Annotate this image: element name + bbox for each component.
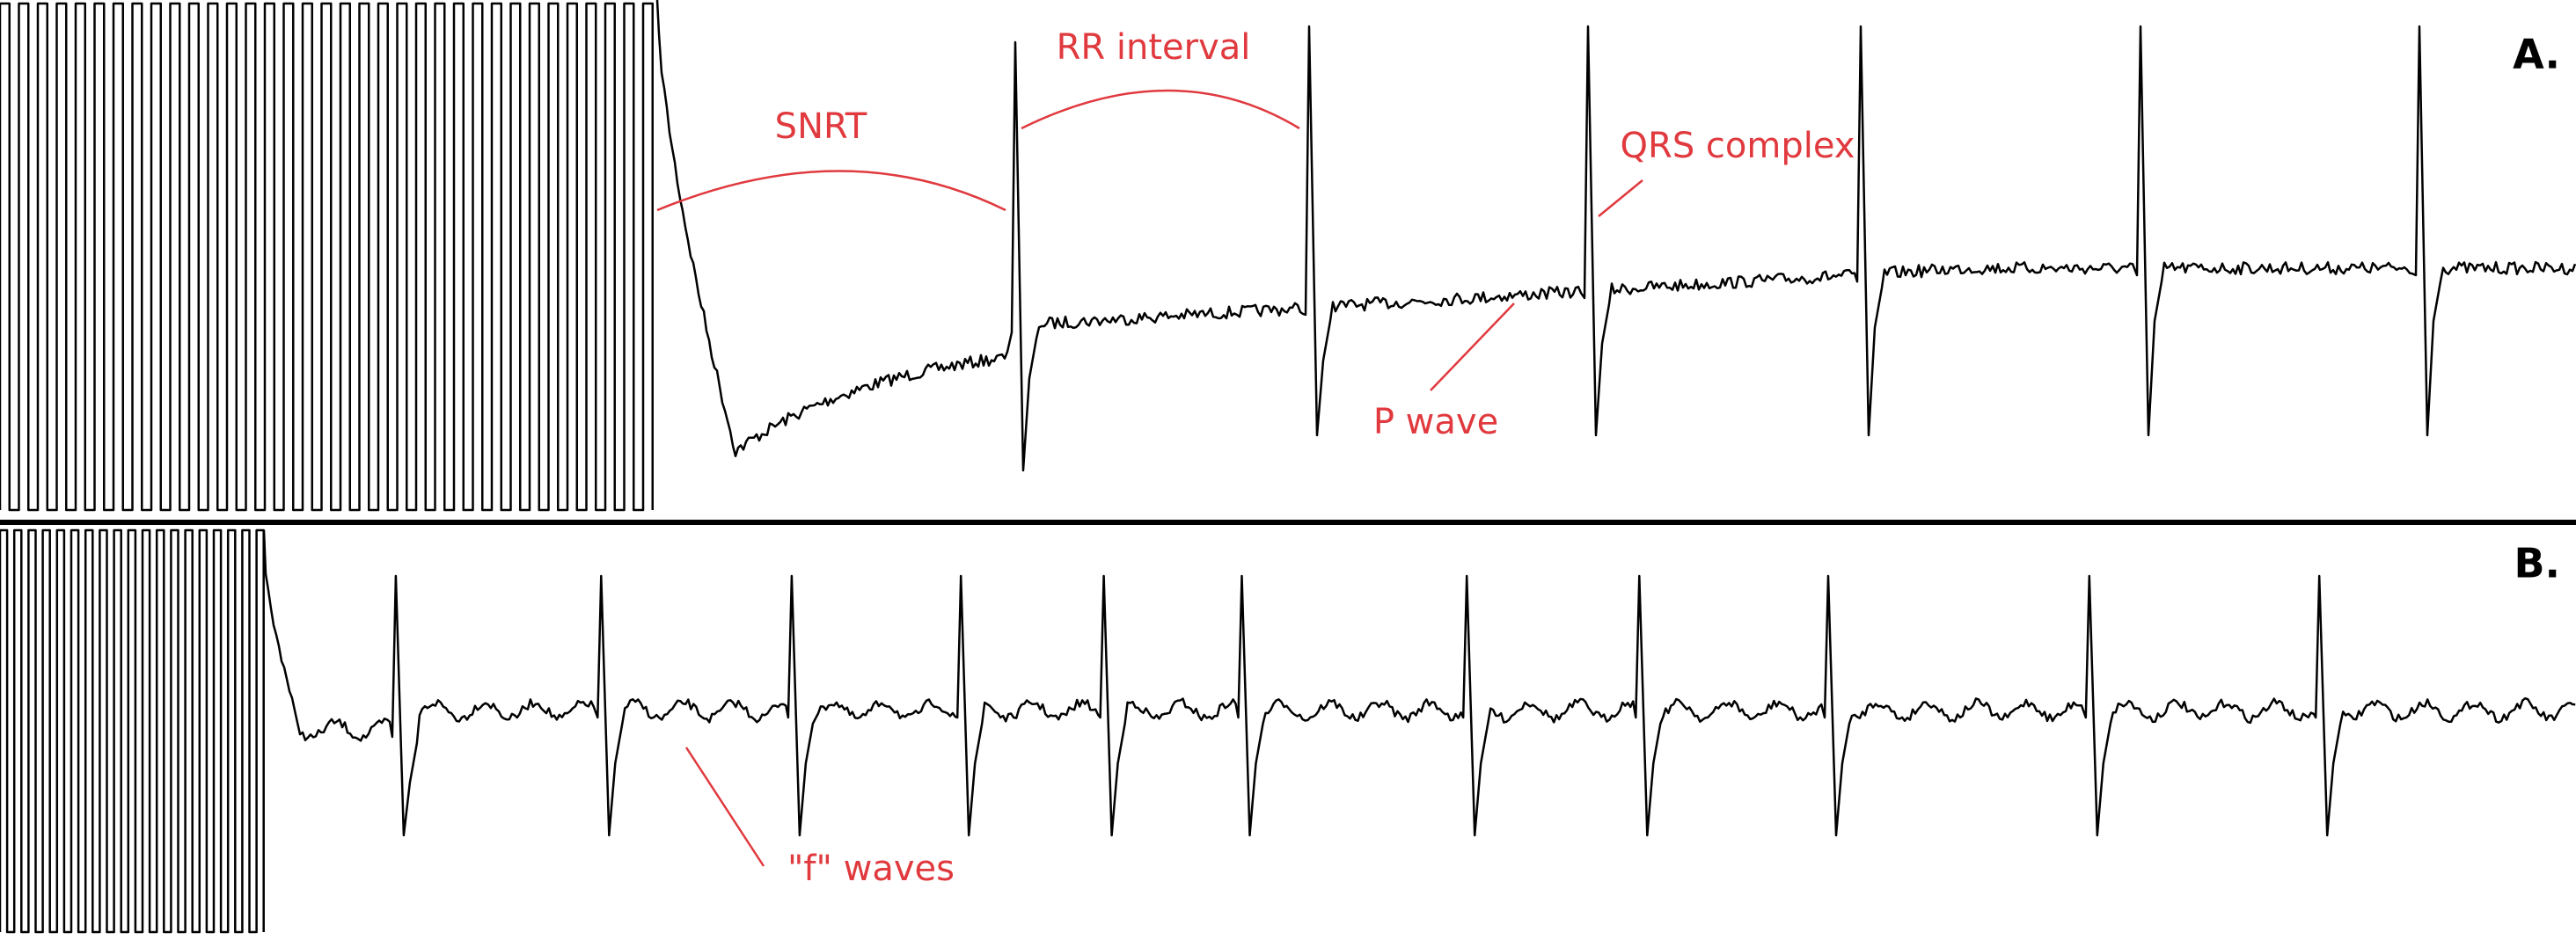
panel-label: A.: [2513, 31, 2560, 78]
rr-bracket: [1021, 89, 1300, 130]
snrt-bracket: [656, 170, 1006, 212]
ecg-trace: [655, 0, 2576, 472]
pacing-spikes: [0, 528, 265, 934]
snrt-label: SNRT: [775, 106, 867, 147]
f-wave-label: "f" waves: [787, 849, 955, 889]
pacing-spikes: [0, 2, 654, 512]
f-wave-pointer: [684, 747, 765, 867]
qrs-pointer: [1598, 179, 1643, 217]
p-wave-label: P wave: [1373, 402, 1498, 442]
p-wave-pointer: [1430, 302, 1515, 391]
panel-label: B.: [2514, 540, 2560, 587]
qrs-label: QRS complex: [1621, 126, 1855, 166]
ecg-trace: [262, 529, 2576, 837]
rr-label: RR interval: [1057, 27, 1251, 68]
